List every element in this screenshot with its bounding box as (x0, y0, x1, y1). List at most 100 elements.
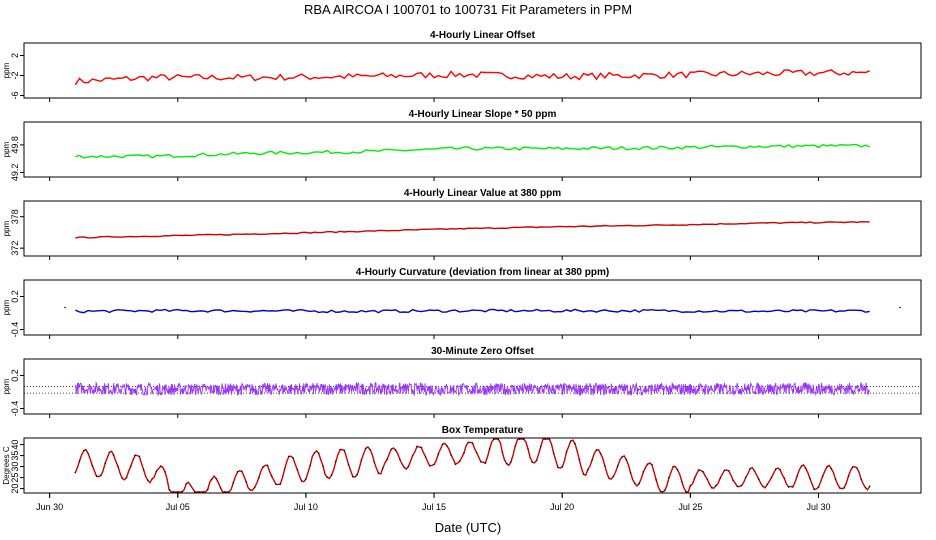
data-point (693, 477, 696, 479)
panel-title: 30-Minute Zero Offset (431, 346, 534, 357)
data-point (552, 452, 555, 455)
data-point (117, 465, 119, 468)
data-point (433, 463, 435, 466)
data-point (809, 477, 811, 480)
x-axis-label: Date (UTC) (435, 520, 501, 535)
data-point (711, 487, 713, 489)
data-point (484, 462, 487, 464)
y-axis-label: ppm (2, 141, 11, 157)
data-point (787, 486, 790, 488)
data-point (365, 447, 367, 450)
data-point (121, 477, 123, 479)
data-point (527, 448, 529, 450)
data-point (561, 466, 563, 468)
data-point (159, 465, 162, 467)
data-point (83, 450, 85, 452)
data-point (164, 471, 166, 473)
data-point (279, 483, 281, 485)
data-point (446, 445, 448, 447)
panel-title: 4-Hourly Linear Offset (430, 30, 536, 41)
data-point (249, 489, 252, 491)
data-point (394, 449, 397, 451)
data-point (757, 478, 760, 480)
plot-frame (23, 437, 922, 494)
y-axis-label: ppm (2, 62, 11, 78)
data-point (617, 465, 619, 467)
data-point (463, 452, 465, 454)
data-point (843, 487, 845, 489)
data-point (864, 486, 867, 489)
y-axis-label: ppm (2, 299, 11, 315)
panel-title: 4-Hourly Linear Value at 380 ppm (404, 188, 561, 199)
data-point (723, 469, 726, 472)
data-point (390, 448, 393, 450)
data-point (151, 478, 153, 480)
data-point (582, 473, 585, 475)
data-point (830, 468, 832, 470)
data-point (766, 483, 768, 486)
plot-frame (23, 200, 922, 257)
data-point (335, 460, 337, 463)
y-tick-label: 0.2 (10, 290, 20, 303)
data-point (856, 467, 858, 469)
data-point (672, 465, 674, 468)
data-point (138, 455, 141, 458)
data-point (271, 475, 273, 477)
data-point (87, 452, 89, 455)
data-point (676, 469, 679, 471)
data-point (206, 488, 209, 491)
data-point (309, 464, 311, 467)
data-point (800, 465, 803, 467)
data-point (792, 486, 794, 488)
data-point (283, 468, 286, 471)
data-point (339, 449, 341, 451)
data-point (796, 475, 798, 477)
panel-title: 4-Hourly Curvature (deviation from linea… (356, 267, 609, 278)
data-point (476, 452, 478, 454)
data-point (266, 464, 269, 466)
data-point (869, 485, 871, 487)
y-tick-label: 20 (10, 484, 20, 494)
x-axis: Jun 30 Jul 05 Jul 10 Jul 15 Jul 20 Jul 25 Jul … (36, 98, 831, 512)
data-point (416, 445, 418, 448)
data-point (313, 452, 316, 454)
data-point (211, 478, 213, 480)
data-point (822, 475, 824, 477)
data-point (318, 452, 320, 455)
data-point (851, 466, 854, 468)
data-point (860, 478, 862, 481)
data-point (668, 476, 670, 479)
data-point (399, 458, 401, 461)
data-point (621, 456, 623, 458)
x-tick-label: Jul 15 (422, 502, 446, 512)
data-point (300, 480, 303, 482)
data-point (599, 452, 602, 455)
series-line (75, 220, 870, 239)
data-point (347, 464, 350, 466)
data-point (646, 463, 649, 465)
data-point (134, 454, 136, 456)
data-point (736, 485, 739, 488)
data-point (377, 472, 380, 474)
data-point (740, 484, 743, 487)
data-point (219, 487, 222, 489)
data-point (510, 461, 512, 463)
data-point (292, 457, 294, 459)
data-point (745, 476, 747, 478)
data-point (587, 469, 589, 471)
data-point (685, 491, 687, 493)
data-point (753, 470, 756, 472)
data-point (305, 478, 307, 480)
x-tick-label: Jul 30 (806, 502, 830, 512)
y-tick-label: 378 (10, 209, 20, 224)
y-tick-label: 35 (10, 451, 20, 461)
data-point (64, 306, 66, 309)
y-tick-label: 372 (10, 241, 20, 256)
x-tick-label: Jul 20 (550, 502, 574, 512)
y-tick-label: 49.2 (10, 164, 20, 182)
series-line (74, 438, 871, 493)
